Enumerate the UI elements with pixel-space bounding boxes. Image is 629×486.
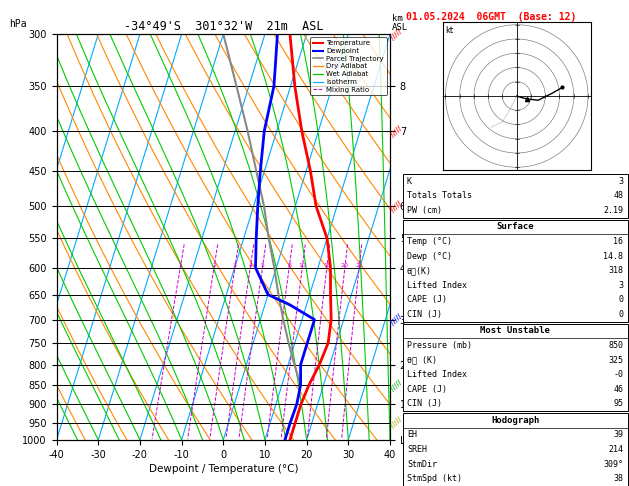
Text: StmDir: StmDir [407, 460, 437, 469]
Text: 1: 1 [179, 262, 182, 268]
Text: Surface: Surface [496, 223, 534, 231]
Text: /////: ///// [390, 28, 403, 40]
Text: CIN (J): CIN (J) [407, 399, 442, 408]
Text: PW (cm): PW (cm) [407, 206, 442, 215]
Text: 46: 46 [613, 385, 623, 394]
Text: /////: ///// [390, 200, 403, 213]
Text: 39: 39 [613, 431, 623, 439]
Text: 16: 16 [613, 237, 623, 246]
Text: /////: ///// [390, 416, 403, 429]
Text: Pressure (mb): Pressure (mb) [407, 341, 472, 350]
Legend: Temperature, Dewpoint, Parcel Trajectory, Dry Adiabat, Wet Adiabat, Isotherm, Mi: Temperature, Dewpoint, Parcel Trajectory… [310, 37, 386, 95]
Text: 4: 4 [248, 262, 252, 268]
Text: 5: 5 [260, 262, 264, 268]
Text: 8: 8 [287, 262, 291, 268]
Text: 15: 15 [323, 262, 331, 268]
Text: CAPE (J): CAPE (J) [407, 295, 447, 304]
Text: 309°: 309° [603, 460, 623, 469]
Text: /////: ///// [390, 379, 403, 392]
Text: K: K [407, 177, 412, 186]
Text: CIN (J): CIN (J) [407, 310, 442, 319]
Text: /////: ///// [390, 313, 403, 326]
Text: km
ASL: km ASL [392, 14, 408, 32]
Text: 325: 325 [608, 356, 623, 364]
Text: Lifted Index: Lifted Index [407, 281, 467, 290]
Text: hPa: hPa [9, 19, 27, 29]
Text: 95: 95 [613, 399, 623, 408]
Text: kt: kt [445, 26, 454, 35]
Text: 25: 25 [355, 262, 363, 268]
Text: StmSpd (kt): StmSpd (kt) [407, 474, 462, 483]
Text: 3: 3 [233, 262, 237, 268]
Text: 3: 3 [618, 177, 623, 186]
Text: Dewp (°C): Dewp (°C) [407, 252, 452, 260]
Text: Mixing Ratio  (g/kg): Mixing Ratio (g/kg) [418, 191, 427, 283]
Text: 0: 0 [618, 295, 623, 304]
Title: -34°49'S  301°32'W  21m  ASL: -34°49'S 301°32'W 21m ASL [123, 20, 323, 33]
Text: 10: 10 [298, 262, 306, 268]
Text: θᴇ (K): θᴇ (K) [407, 356, 437, 364]
Text: 01.05.2024  06GMT  (Base: 12): 01.05.2024 06GMT (Base: 12) [406, 12, 576, 22]
Text: Totals Totals: Totals Totals [407, 191, 472, 200]
Text: 20: 20 [341, 262, 349, 268]
Text: 2.19: 2.19 [603, 206, 623, 215]
Text: 38: 38 [613, 474, 623, 483]
Text: 318: 318 [608, 266, 623, 275]
Text: CAPE (J): CAPE (J) [407, 385, 447, 394]
Text: 14.8: 14.8 [603, 252, 623, 260]
Text: SREH: SREH [407, 445, 427, 454]
Text: Hodograph: Hodograph [491, 416, 539, 425]
Text: /////: ///// [390, 124, 403, 138]
Text: Temp (°C): Temp (°C) [407, 237, 452, 246]
Text: -0: -0 [613, 370, 623, 379]
Text: EH: EH [407, 431, 417, 439]
Text: Most Unstable: Most Unstable [480, 327, 550, 335]
Text: 48: 48 [613, 191, 623, 200]
Text: 2: 2 [212, 262, 216, 268]
X-axis label: Dewpoint / Temperature (°C): Dewpoint / Temperature (°C) [148, 464, 298, 474]
Text: 850: 850 [608, 341, 623, 350]
Text: Lifted Index: Lifted Index [407, 370, 467, 379]
Text: 0: 0 [618, 310, 623, 319]
Text: 214: 214 [608, 445, 623, 454]
Text: 3: 3 [618, 281, 623, 290]
Text: θᴇ(K): θᴇ(K) [407, 266, 432, 275]
Text: © weatheronline.co.uk: © weatheronline.co.uk [467, 473, 564, 482]
